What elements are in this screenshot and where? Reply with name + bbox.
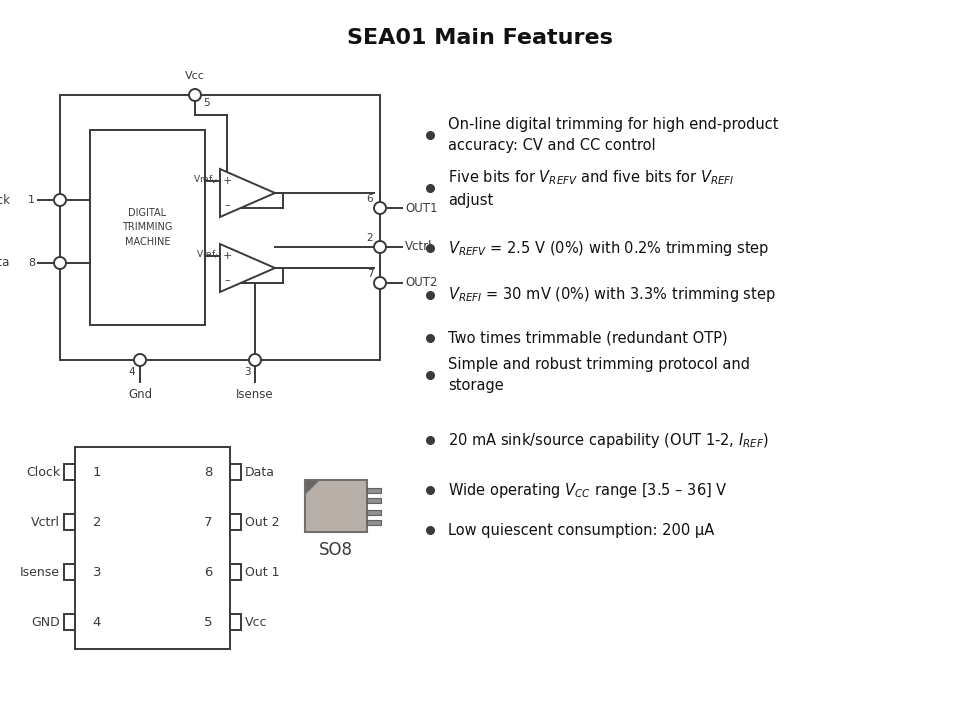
Text: 8: 8	[204, 466, 212, 479]
Bar	[230, 514, 241, 530]
Bar	[230, 464, 241, 480]
Text: GND: GND	[32, 616, 60, 629]
Bar	[230, 564, 241, 580]
Bar	[367, 487, 381, 492]
Text: Gnd: Gnd	[128, 388, 152, 401]
Text: 1: 1	[28, 195, 35, 205]
Bar	[75, 447, 230, 649]
Text: DIGITAL
TRIMMING
MACHINE: DIGITAL TRIMMING MACHINE	[122, 207, 173, 247]
Text: +: +	[223, 251, 231, 261]
Text: 6: 6	[204, 565, 212, 578]
Circle shape	[54, 257, 66, 269]
Text: Clock: Clock	[0, 194, 10, 207]
Text: 2: 2	[93, 516, 101, 528]
Polygon shape	[220, 244, 275, 292]
Polygon shape	[305, 480, 319, 494]
Bar	[64, 564, 75, 580]
Text: 20 mA sink/source capability (OUT 1-2, $I_{REF}$): 20 mA sink/source capability (OUT 1-2, $…	[448, 431, 769, 449]
Text: 3: 3	[244, 367, 251, 377]
Bar	[64, 514, 75, 530]
Text: Wide operating $V_{CC}$ range [3.5 – 36] V: Wide operating $V_{CC}$ range [3.5 – 36]…	[448, 480, 728, 500]
Text: 7: 7	[367, 269, 373, 279]
Text: Clock: Clock	[26, 466, 60, 479]
Text: 4: 4	[129, 367, 135, 377]
Text: Isense: Isense	[20, 565, 60, 578]
Text: Vcc: Vcc	[185, 71, 204, 81]
Text: 5: 5	[204, 616, 212, 629]
Bar	[64, 464, 75, 480]
Text: –: –	[225, 275, 229, 285]
Bar	[367, 510, 381, 515]
Text: Vctrl: Vctrl	[31, 516, 60, 528]
Text: Vref$_I$: Vref$_I$	[196, 248, 218, 261]
Circle shape	[374, 241, 386, 253]
Text: 6: 6	[367, 194, 373, 204]
Text: Isense: Isense	[236, 388, 274, 401]
Text: On-line digital trimming for high end-product
accuracy: CV and CC control: On-line digital trimming for high end-pr…	[448, 117, 779, 153]
Text: Data: Data	[0, 256, 10, 269]
Text: 2: 2	[367, 233, 373, 243]
Text: Two times trimmable (redundant OTP): Two times trimmable (redundant OTP)	[448, 330, 728, 346]
Circle shape	[374, 277, 386, 289]
Text: 1: 1	[93, 466, 101, 479]
Bar	[230, 614, 241, 630]
Text: Five bits for $V_{REFV}$ and five bits for $V_{REFI}$
adjust: Five bits for $V_{REFV}$ and five bits f…	[448, 168, 734, 208]
Bar	[367, 498, 381, 503]
Text: SEA01 Main Features: SEA01 Main Features	[348, 28, 612, 48]
Text: $V_{REFV}$ = 2.5 V (0%) with 0.2% trimming step: $V_{REFV}$ = 2.5 V (0%) with 0.2% trimmi…	[448, 238, 770, 258]
Text: SO8: SO8	[319, 541, 353, 559]
Text: Vref$_V$: Vref$_V$	[193, 174, 218, 186]
Text: –: –	[225, 200, 229, 210]
Text: Data: Data	[245, 466, 275, 479]
Text: 4: 4	[93, 616, 101, 629]
Text: 7: 7	[204, 516, 212, 528]
Text: Out 1: Out 1	[245, 565, 279, 578]
Bar	[60, 95, 380, 360]
Polygon shape	[220, 169, 275, 217]
Bar	[305, 480, 367, 532]
Text: 3: 3	[93, 565, 101, 578]
Circle shape	[374, 202, 386, 214]
Text: 8: 8	[28, 258, 35, 268]
Circle shape	[189, 89, 201, 101]
Bar	[64, 614, 75, 630]
Bar	[367, 520, 381, 524]
Text: OUT1: OUT1	[405, 202, 438, 215]
Circle shape	[54, 194, 66, 206]
Text: Simple and robust trimming protocol and
storage: Simple and robust trimming protocol and …	[448, 357, 750, 393]
Text: Vcc: Vcc	[245, 616, 268, 629]
Text: +: +	[223, 176, 231, 186]
Text: Low quiescent consumption: 200 μA: Low quiescent consumption: 200 μA	[448, 523, 714, 538]
Text: Out 2: Out 2	[245, 516, 279, 528]
Circle shape	[134, 354, 146, 366]
Bar	[90, 130, 205, 325]
Text: Vctrl: Vctrl	[405, 240, 433, 253]
Text: 5: 5	[203, 98, 209, 108]
Text: OUT2: OUT2	[405, 276, 438, 289]
Circle shape	[249, 354, 261, 366]
Text: $V_{REFI}$ = 30 mV (0%) with 3.3% trimming step: $V_{REFI}$ = 30 mV (0%) with 3.3% trimmi…	[448, 286, 776, 305]
